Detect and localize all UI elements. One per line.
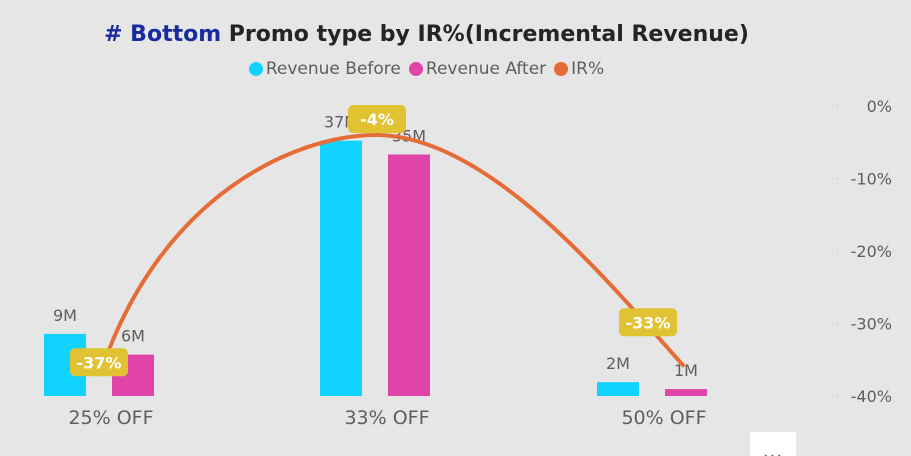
bar-data-label: 6M	[121, 327, 145, 346]
y-axis-tick-label: -40%	[851, 387, 892, 406]
ir-data-label: -4%	[360, 110, 394, 129]
bar	[665, 389, 707, 396]
y-axis-tick-label: -20%	[851, 242, 892, 261]
bar-data-label: 1M	[674, 361, 698, 380]
y-axis-tick-label: -30%	[851, 315, 892, 334]
ir-data-label: -37%	[77, 353, 122, 372]
bar	[320, 141, 362, 396]
y-axis-tick-label: -10%	[851, 170, 892, 189]
bar	[597, 382, 639, 396]
more-options-button[interactable]: ...	[750, 432, 796, 456]
y-axis-tick-label: 0%	[867, 97, 892, 116]
bar	[388, 155, 430, 397]
x-axis-tick-label: 33% OFF	[344, 407, 429, 429]
x-axis-tick-label: 50% OFF	[621, 407, 706, 429]
bar-data-label: 2M	[606, 354, 630, 373]
bar-data-label: 9M	[53, 306, 77, 325]
x-axis-tick-label: 25% OFF	[68, 407, 153, 429]
ir-data-label: -33%	[626, 313, 671, 332]
